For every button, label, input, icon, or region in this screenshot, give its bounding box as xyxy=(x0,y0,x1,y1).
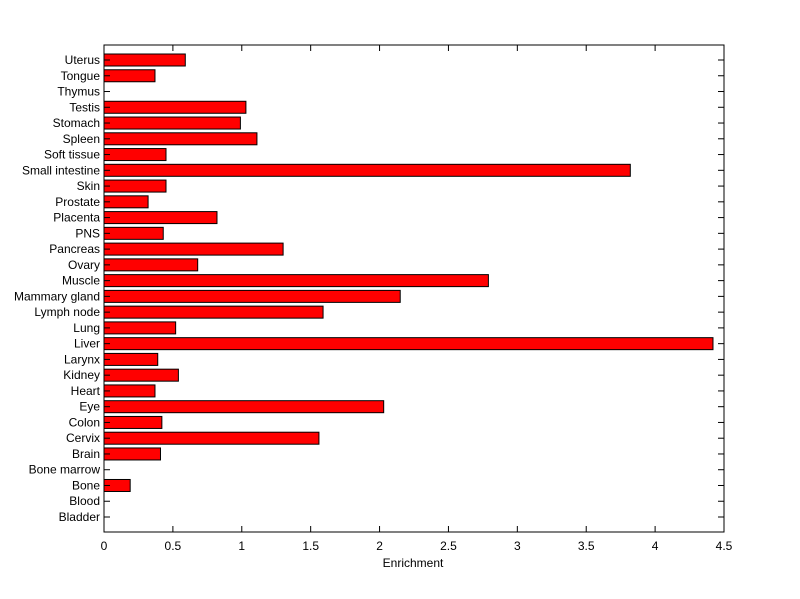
bar-prostate xyxy=(103,195,149,209)
y-tick-label-larynx: Larynx xyxy=(64,352,100,366)
y-tick-label-liver: Liver xyxy=(74,337,100,351)
y-tick-label-blood: Blood xyxy=(69,494,100,508)
y-tick-label-heart: Heart xyxy=(71,384,101,398)
bar-ovary xyxy=(103,258,199,272)
y-tick-label-brain: Brain xyxy=(72,447,100,461)
bar-brain xyxy=(103,447,161,461)
bar-tongue xyxy=(103,69,156,83)
bar-heart xyxy=(103,384,156,398)
x-tick-label-3: 1.5 xyxy=(302,539,319,553)
x-tick-label-1: 0.5 xyxy=(165,539,182,553)
bar-mammary-gland xyxy=(103,289,401,303)
y-tick-label-mammary-gland: Mammary gland xyxy=(14,289,100,303)
y-tick-label-skin: Skin xyxy=(77,179,100,193)
y-tick-label-placenta: Placenta xyxy=(53,211,100,225)
x-tick-label-5: 2.5 xyxy=(440,539,457,553)
x-tick-label-7: 3.5 xyxy=(578,539,595,553)
y-tick-label-small-intestine: Small intestine xyxy=(22,163,100,177)
y-tick-label-bone-marrow: Bone marrow xyxy=(29,463,101,477)
bar-pancreas xyxy=(103,242,284,256)
bar-testis xyxy=(103,100,247,114)
bar-placenta xyxy=(103,211,218,225)
y-tick-label-bone: Bone xyxy=(72,478,100,492)
y-tick-label-lung: Lung xyxy=(73,321,100,335)
x-tick-label-6: 3 xyxy=(514,539,521,553)
y-tick-label-soft-tissue: Soft tissue xyxy=(44,148,100,162)
bar-eye xyxy=(103,400,385,414)
bar-soft-tissue xyxy=(103,148,167,162)
y-tick-label-pns: PNS xyxy=(75,226,100,240)
x-axis-label: Enrichment xyxy=(383,556,444,570)
x-tick-label-8: 4 xyxy=(652,539,659,553)
x-tick-label-9: 4.5 xyxy=(716,539,733,553)
bar-lung xyxy=(103,321,177,335)
bar-lymph-node xyxy=(103,305,324,319)
bar-liver xyxy=(103,337,714,351)
bar-cervix xyxy=(103,431,320,445)
bar-pns xyxy=(103,226,164,240)
y-tick-label-spleen: Spleen xyxy=(63,132,100,146)
bar-kidney xyxy=(103,368,179,382)
y-tick-label-uterus: Uterus xyxy=(65,53,100,67)
y-tick-label-lymph-node: Lymph node xyxy=(34,305,100,319)
y-tick-label-ovary: Ovary xyxy=(68,258,100,272)
y-tick-label-muscle: Muscle xyxy=(62,274,100,288)
bar-larynx xyxy=(103,352,159,366)
bar-uterus xyxy=(103,53,186,67)
x-tick-label-0: 0 xyxy=(101,539,108,553)
bar-skin xyxy=(103,179,167,193)
y-tick-label-pancreas: Pancreas xyxy=(49,242,100,256)
y-tick-label-colon: Colon xyxy=(69,415,100,429)
y-tick-label-cervix: Cervix xyxy=(66,431,100,445)
bar-colon xyxy=(103,415,163,429)
bar-spleen xyxy=(103,132,258,146)
bar-muscle xyxy=(103,274,489,288)
x-tick-label-2: 1 xyxy=(238,539,245,553)
y-tick-label-testis: Testis xyxy=(69,100,100,114)
y-tick-label-thymus: Thymus xyxy=(57,85,100,99)
y-tick-label-eye: Eye xyxy=(79,400,100,414)
y-tick-label-stomach: Stomach xyxy=(53,116,100,130)
y-tick-label-bladder: Bladder xyxy=(59,510,100,524)
bar-stomach xyxy=(103,116,241,130)
y-tick-label-tongue: Tongue xyxy=(61,69,101,83)
y-tick-label-kidney: Kidney xyxy=(63,368,100,382)
bar-small-intestine xyxy=(103,163,631,177)
x-tick-label-4: 2 xyxy=(376,539,383,553)
y-tick-label-prostate: Prostate xyxy=(55,195,100,209)
